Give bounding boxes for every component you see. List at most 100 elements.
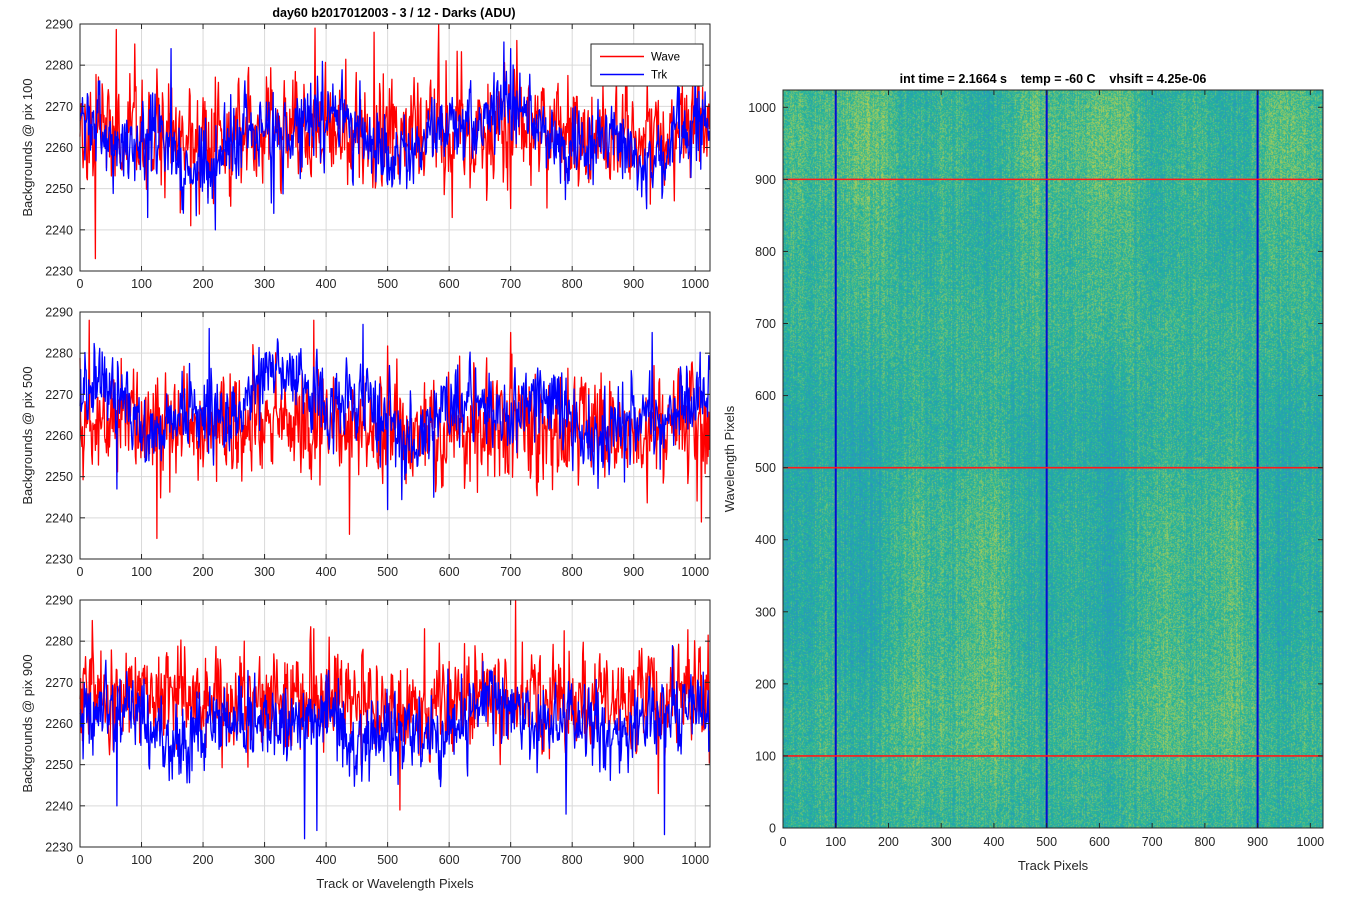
heatmap-y-tick-label: 1000 (748, 101, 776, 115)
subplot-3-ylabel: Backgrounds @ pix 900 (20, 654, 35, 792)
heatmap-panel: int time = 2.1664 s temp = -60 C vhsift … (722, 72, 1324, 873)
x-tick-label: 500 (377, 565, 398, 579)
heatmap-x-tick-label: 0 (780, 835, 787, 849)
y-tick-label: 2250 (45, 470, 73, 484)
subplot-pix-900: 0 100 200 300 400 500 600 700 800 900 1000 2230 2240… (20, 594, 711, 891)
x-tick-label: 700 (500, 853, 521, 867)
x-tick-label: 1000 (681, 277, 709, 291)
x-tick-label: 400 (316, 565, 337, 579)
x-tick-label: 700 (500, 277, 521, 291)
x-tick-label: 700 (500, 565, 521, 579)
heatmap-ylabel: Wavelength Pixels (722, 405, 737, 512)
x-tick-label: 400 (316, 277, 337, 291)
x-tick-label: 1000 (681, 565, 709, 579)
series-line-wave (79, 24, 711, 260)
y-tick-label: 2260 (45, 429, 73, 443)
y-tick-label: 2230 (45, 553, 73, 567)
right-title: int time = 2.1664 s temp = -60 C vhsift … (900, 72, 1207, 86)
y-tick-label: 2230 (45, 841, 73, 855)
subplot-2-ylabel: Backgrounds @ pix 500 (20, 366, 35, 504)
heatmap-y-tick-label: 700 (755, 317, 776, 331)
y-tick-label: 2240 (45, 223, 73, 237)
heatmap-xlabel: Track Pixels (1018, 858, 1089, 873)
heatmap-axes (782, 89, 1324, 829)
y-tick-label: 2240 (45, 799, 73, 813)
y-tick-label: 2260 (45, 717, 73, 731)
x-tick-label: 1000 (681, 853, 709, 867)
left-title: day60 b2017012003 - 3 / 12 - Darks (ADU) (272, 6, 515, 20)
heatmap-x-tick-label: 200 (878, 835, 899, 849)
x-tick-label: 800 (562, 277, 583, 291)
subplot-2-ticks: 0 100 200 300 400 500 600 700 800 900 1000 2230 2240… (45, 306, 710, 579)
y-tick-label: 2270 (45, 676, 73, 690)
y-tick-label: 2250 (45, 182, 73, 196)
y-tick-label: 2260 (45, 141, 73, 155)
legend-box (590, 43, 704, 87)
heatmap-x-tick-label: 100 (825, 835, 846, 849)
x-tick-label: 500 (377, 277, 398, 291)
series-line-trk (79, 41, 711, 231)
heatmap-ticks: 0 100 200 300 400 500 600 700 800 900 1000 0 100 200 3… (748, 90, 1324, 849)
heatmap-y-tick-label: 600 (755, 389, 776, 403)
y-tick-label: 2290 (45, 18, 73, 32)
x-tick-label: 400 (316, 853, 337, 867)
legend-trk-label: Trk (651, 70, 667, 82)
heatmap-image (783, 90, 1323, 828)
subplot-3-ticks: 0 100 200 300 400 500 600 700 800 900 1000 2230 2240… (45, 594, 710, 867)
x-tick-label: 500 (377, 853, 398, 867)
heatmap-x-tick-label: 900 (1247, 835, 1268, 849)
x-tick-label: 100 (131, 277, 152, 291)
heatmap-y-tick-label: 0 (769, 822, 776, 836)
heatmap-y-tick-label: 400 (755, 533, 776, 547)
y-tick-label: 2250 (45, 758, 73, 772)
heatmap-x-tick-label: 400 (984, 835, 1005, 849)
heatmap-y-tick-label: 200 (755, 677, 776, 691)
subplot-pix-100: day60 b2017012003 - 3 / 12 - Darks (ADU)… (20, 6, 711, 291)
y-tick-label: 2280 (45, 635, 73, 649)
x-tick-label: 600 (439, 565, 460, 579)
y-tick-label: 2280 (45, 347, 73, 361)
series-line-trk (79, 323, 711, 511)
subplot-2-lines (79, 319, 711, 540)
heatmap-y-tick-label: 100 (755, 749, 776, 763)
x-tick-label: 600 (439, 277, 460, 291)
x-tick-label: 0 (77, 853, 84, 867)
y-tick-label: 2240 (45, 511, 73, 525)
x-tick-label: 300 (254, 565, 275, 579)
x-tick-label: 100 (131, 853, 152, 867)
y-tick-label: 2280 (45, 59, 73, 73)
subplot-1-ticks: 0 100 200 300 400 500 600 700 800 900 1000 2230 2240… (45, 18, 710, 291)
x-tick-label: 600 (439, 853, 460, 867)
y-tick-label: 2270 (45, 388, 73, 402)
x-tick-label: 100 (131, 565, 152, 579)
subplot-3-lines (79, 600, 711, 840)
y-tick-label: 2230 (45, 265, 73, 279)
legend-wave-label: Wave (651, 52, 680, 64)
x-tick-label: 900 (623, 853, 644, 867)
x-tick-label: 800 (562, 565, 583, 579)
x-tick-label: 300 (254, 277, 275, 291)
heatmap-y-tick-label: 800 (755, 245, 776, 259)
x-tick-label: 200 (193, 277, 214, 291)
heatmap-markers (783, 90, 1323, 828)
heatmap-x-tick-label: 800 (1194, 835, 1215, 849)
x-tick-label: 200 (193, 565, 214, 579)
x-tick-label: 0 (77, 277, 84, 291)
x-tick-label: 900 (623, 277, 644, 291)
legend: Wave Trk (590, 43, 704, 87)
heatmap-y-tick-label: 300 (755, 605, 776, 619)
series-line-trk (79, 645, 711, 840)
subplot-pix-500: 0 100 200 300 400 500 600 700 800 900 1000 2230 2240… (20, 306, 711, 579)
y-tick-label: 2270 (45, 100, 73, 114)
subplot-1-lines (79, 24, 711, 260)
heatmap-y-tick-label: 900 (755, 173, 776, 187)
heatmap-y-tick-label: 500 (755, 461, 776, 475)
subplot-1-ylabel: Backgrounds @ pix 100 (20, 78, 35, 216)
heatmap-x-tick-label: 500 (1036, 835, 1057, 849)
heatmap-x-tick-label: 600 (1089, 835, 1110, 849)
heatmap-x-tick-label: 700 (1142, 835, 1163, 849)
x-tick-label: 300 (254, 853, 275, 867)
x-tick-label: 200 (193, 853, 214, 867)
subplot-3-xlabel: Track or Wavelength Pixels (316, 876, 474, 891)
